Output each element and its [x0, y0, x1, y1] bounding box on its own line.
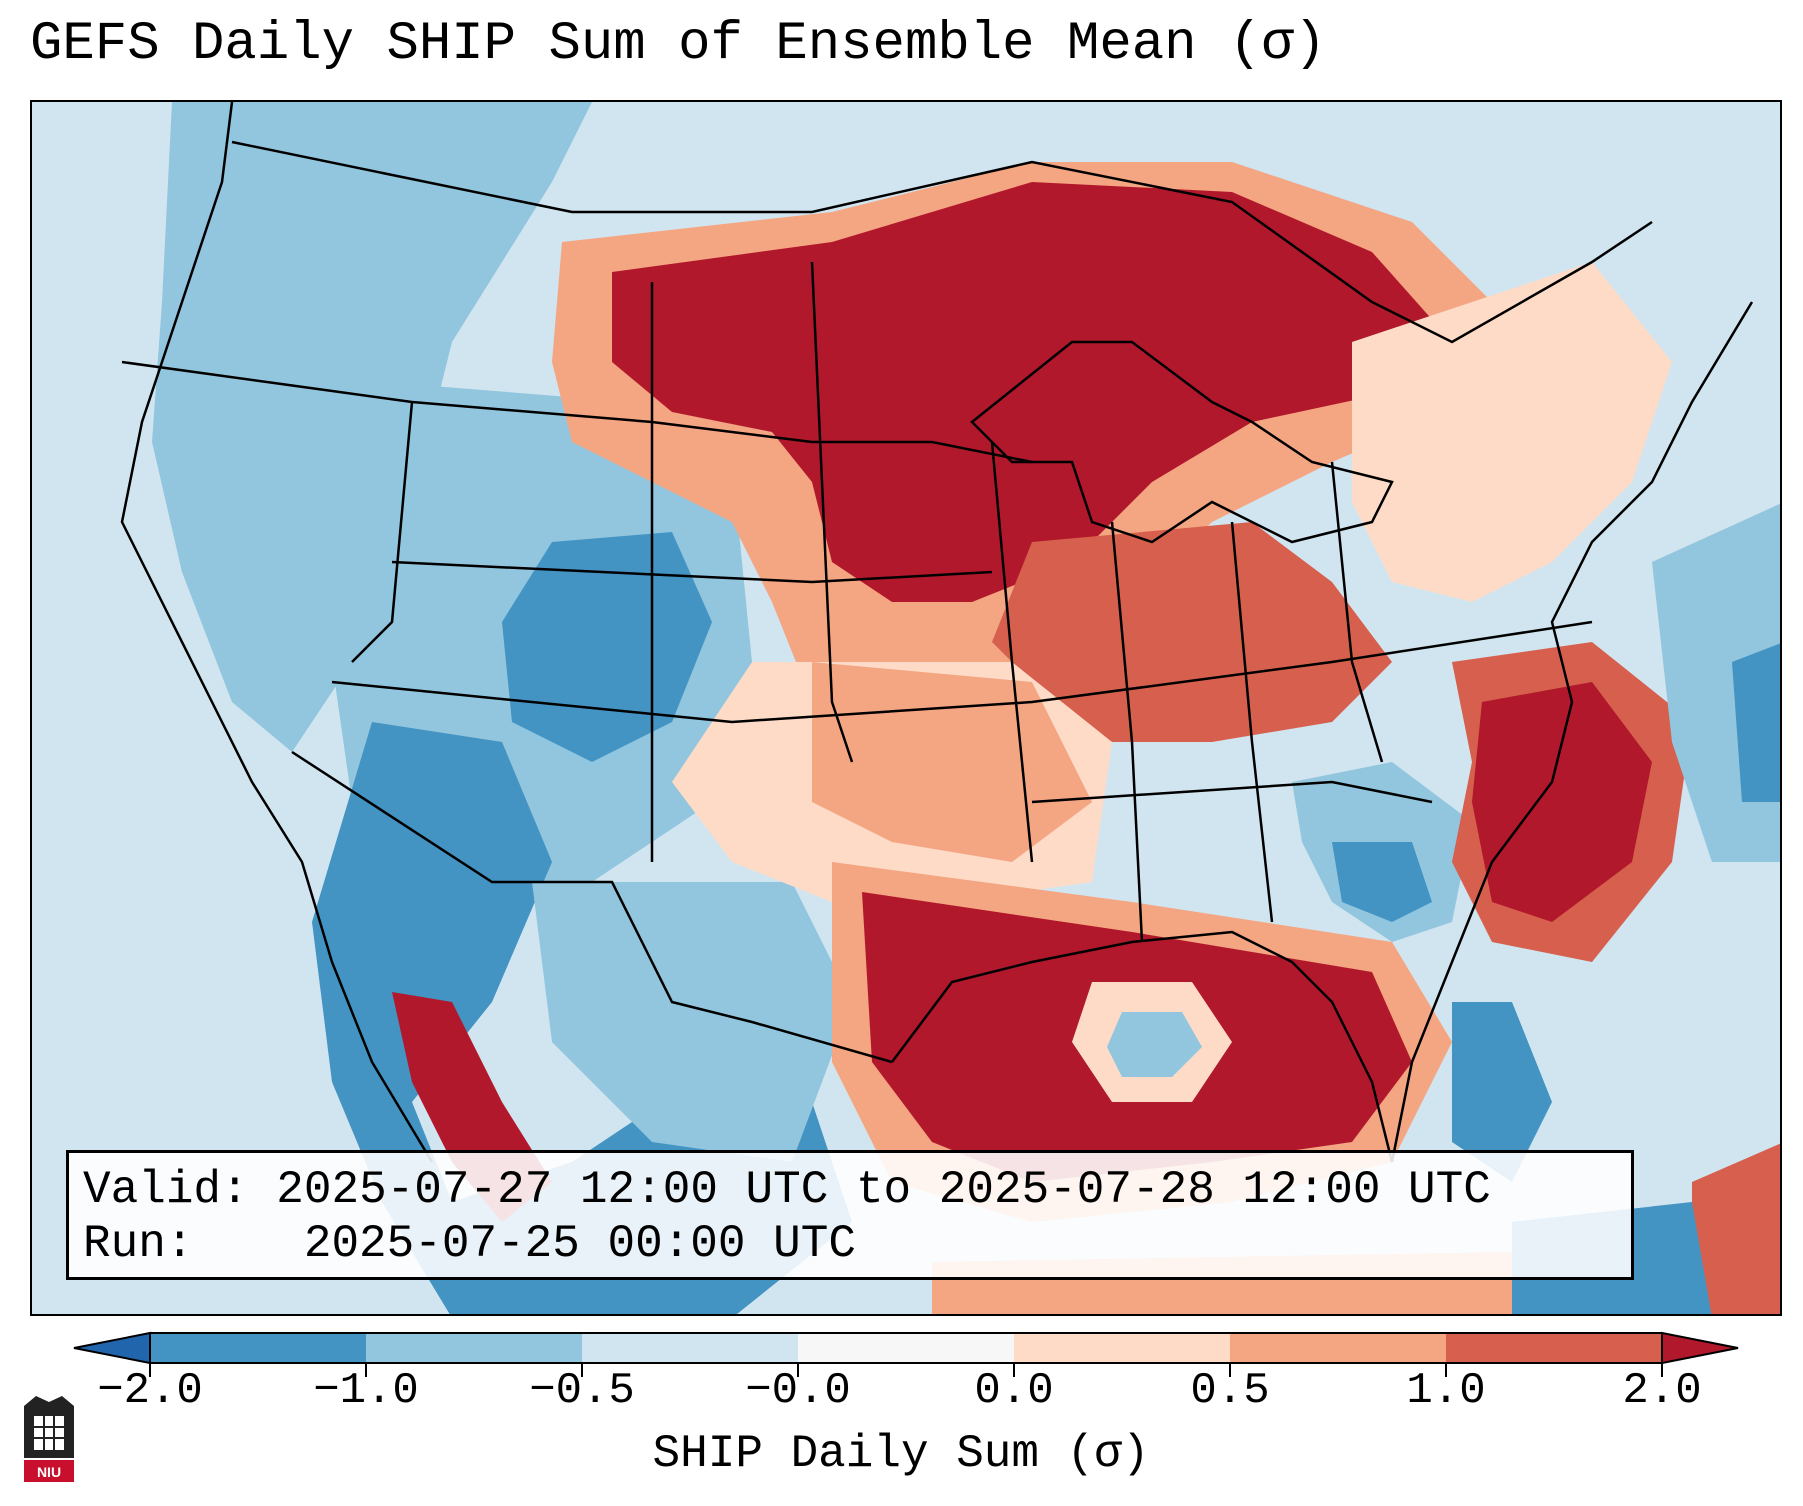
- state-line-1: [121, 360, 1033, 464]
- colorbar-segment-4: [1014, 1333, 1230, 1363]
- colorbar-under-extension: [73, 1331, 151, 1365]
- colorbar-segment-6: [1446, 1333, 1662, 1363]
- run-label: Run:: [83, 1218, 194, 1270]
- west-coast-light-blue: [152, 102, 592, 752]
- colorbar-segment-5: [1230, 1333, 1446, 1363]
- northeast-pink: [1352, 262, 1672, 602]
- colorbar-tick-3: −0.0: [745, 1366, 851, 1416]
- gulf-blue-spot: [1107, 1012, 1202, 1077]
- colorbar-tick-7: 2.0: [1622, 1366, 1702, 1416]
- colorbar-tick-1: −1.0: [313, 1366, 419, 1416]
- atlantic-dark-red: [1472, 682, 1652, 922]
- state-line-4: [810, 261, 854, 763]
- colorbar-tick-4: 0.0: [974, 1366, 1054, 1416]
- colorbar-frame: [149, 1332, 1663, 1364]
- florida-blue: [1452, 1002, 1552, 1182]
- niu-logo-text: NIU: [36, 1464, 62, 1480]
- state-line-6: [331, 620, 1593, 724]
- state-line-7: [990, 441, 1034, 863]
- mexico-light-blue: [532, 882, 852, 1162]
- ship-field-map: [32, 102, 1780, 1314]
- colorbar-tick-0: −2.0: [97, 1366, 203, 1416]
- map-title: GEFS Daily SHIP Sum of Ensemble Mean (σ): [30, 14, 1327, 75]
- colorbar-tick-5: 0.5: [1190, 1366, 1270, 1416]
- state-line-11: [1031, 780, 1433, 804]
- state-line-8: [1110, 521, 1144, 943]
- colorbar-segment-2: [582, 1333, 798, 1363]
- map-panel: [30, 100, 1782, 1316]
- niu-logo: NIU: [20, 1392, 78, 1484]
- valid-label: Valid:: [83, 1164, 249, 1216]
- gulf-coast: [891, 930, 1394, 1163]
- atlantic-far-dark-blue: [1732, 643, 1780, 802]
- colorbar-segment-3: [798, 1333, 1014, 1363]
- atlantic-coast: [1390, 301, 1754, 1163]
- great-lakes: [970, 340, 1394, 544]
- colorbar-tick-2: −0.5: [529, 1366, 635, 1416]
- caribbean-red: [1692, 1143, 1780, 1314]
- state-line-10: [1330, 461, 1384, 763]
- colorbar-label: SHIP Daily Sum (σ): [652, 1428, 1150, 1480]
- run-value: 2025-07-25 00:00 UTC: [303, 1218, 856, 1270]
- colorbar-tick-6: 1.0: [1406, 1366, 1486, 1416]
- colorbar-segment-1: [366, 1333, 582, 1363]
- state-line-9: [1230, 521, 1274, 923]
- valid-value: 2025-07-27 12:00 UTC to 2025-07-28 12:00…: [276, 1164, 1491, 1216]
- state-line-2: [351, 401, 414, 663]
- us-coastline: [120, 102, 434, 1163]
- georgia-blue: [1332, 842, 1432, 922]
- mexico-border: [291, 750, 893, 1064]
- boundaries: [120, 102, 1754, 1163]
- valid-run-info-box: Valid: 2025-07-27 12:00 UTC to 2025-07-2…: [66, 1150, 1634, 1280]
- canada-border: [231, 140, 1653, 344]
- colorbar-segment-0: [150, 1333, 366, 1363]
- ohio-valley-red: [992, 522, 1392, 742]
- niu-logo-icon: [24, 1396, 74, 1482]
- state-line-5: [391, 560, 993, 584]
- colorbar-over-extension: [1661, 1331, 1739, 1365]
